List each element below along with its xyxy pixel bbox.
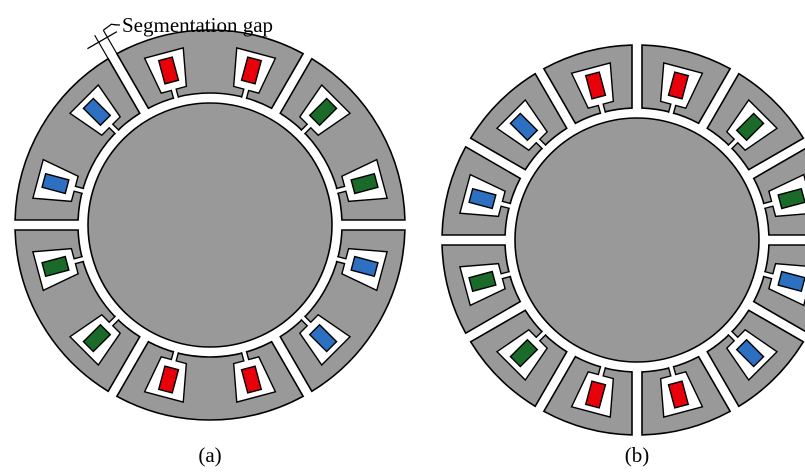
caption-b: (b) xyxy=(625,443,650,467)
coil xyxy=(308,97,338,127)
coil xyxy=(468,187,497,210)
coil xyxy=(82,323,112,353)
coil xyxy=(509,338,539,368)
coil xyxy=(667,71,690,100)
coil xyxy=(157,56,180,85)
rotor xyxy=(514,117,760,363)
rotor xyxy=(87,102,333,348)
annotation: Segmentation gap xyxy=(122,13,273,37)
gap-extension xyxy=(94,34,109,59)
coil xyxy=(584,380,607,409)
coil xyxy=(41,255,70,278)
caption-a: (a) xyxy=(198,443,221,467)
coil xyxy=(584,71,607,100)
coil xyxy=(308,323,338,353)
coil xyxy=(735,338,765,368)
coil xyxy=(240,365,263,394)
coil xyxy=(82,97,112,127)
drawing xyxy=(14,23,805,436)
dimension-line xyxy=(87,31,118,50)
stator-segment xyxy=(115,340,305,421)
coil xyxy=(41,172,70,195)
coil xyxy=(777,270,805,293)
coil xyxy=(240,56,263,85)
coil xyxy=(468,270,497,293)
coil xyxy=(350,255,379,278)
coil xyxy=(509,112,539,142)
leader xyxy=(102,23,121,31)
coil xyxy=(350,172,379,195)
coil xyxy=(667,380,690,409)
stator-segment xyxy=(115,29,305,110)
coil xyxy=(157,365,180,394)
coil xyxy=(735,112,765,142)
gap-extension xyxy=(102,29,118,54)
